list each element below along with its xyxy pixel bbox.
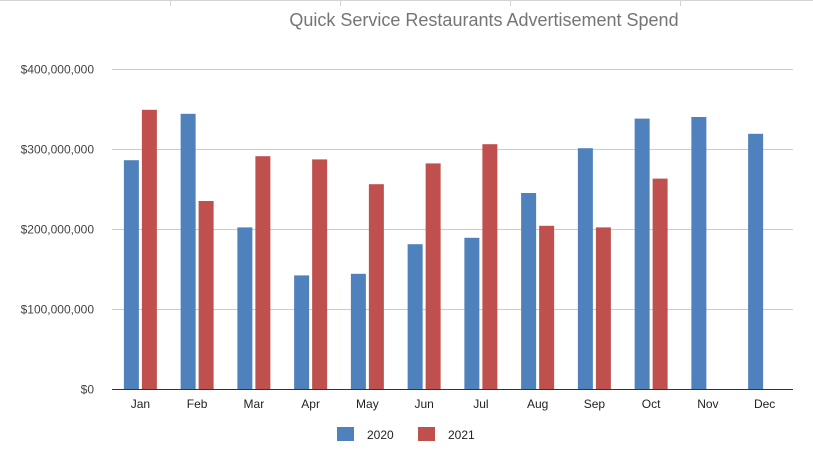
x-tick-label: Jan xyxy=(131,397,150,411)
y-tick-label: $0 xyxy=(81,383,95,397)
legend-swatch-2021 xyxy=(418,427,435,441)
bars xyxy=(123,109,764,390)
bar-2020-jul xyxy=(464,237,480,389)
bar-2021-mar xyxy=(255,156,271,389)
bar-2021-oct xyxy=(652,178,668,389)
x-tick-label: Oct xyxy=(642,397,661,411)
bar-2021-may xyxy=(368,184,384,389)
bar-2020-aug xyxy=(521,193,537,389)
bar-2021-feb xyxy=(198,201,214,389)
x-tick-label: Nov xyxy=(697,397,718,411)
bar-2020-jun xyxy=(407,244,423,389)
bar-2021-jan xyxy=(141,109,157,390)
gridlines xyxy=(112,69,793,390)
bar-2021-aug xyxy=(539,225,555,389)
legend-label-2021: 2021 xyxy=(448,428,475,442)
x-tick-label: May xyxy=(356,397,379,411)
x-tick-label: Sep xyxy=(584,397,606,411)
legend-swatch-2020 xyxy=(337,427,354,441)
bar-2021-jun xyxy=(425,163,441,389)
y-axis-ticks: $0 $100,000,000 $200,000,000 $300,000,000 $4… xyxy=(21,63,95,397)
bar-2020-feb xyxy=(180,113,196,390)
x-tick-label: Jul xyxy=(473,397,488,411)
x-tick-label: Feb xyxy=(187,397,208,411)
x-tick-label: Dec xyxy=(754,397,775,411)
sheet-gridlines xyxy=(0,0,813,6)
bar-2021-apr xyxy=(312,159,328,389)
legend: 2020 2021 xyxy=(337,427,475,442)
y-tick-label: $200,000,000 xyxy=(21,223,95,237)
y-tick-label: $300,000,000 xyxy=(21,143,95,157)
bar-2020-oct xyxy=(634,118,650,389)
chart-title: Quick Service Restaurants Advertisement … xyxy=(289,10,678,30)
bar-2020-dec xyxy=(748,133,764,389)
x-tick-label: Jun xyxy=(414,397,433,411)
bar-2020-may xyxy=(350,273,366,389)
bar-2020-sep xyxy=(577,148,593,389)
bar-2020-mar xyxy=(237,227,253,389)
bar-2020-jan xyxy=(123,160,139,389)
y-tick-label: $400,000,000 xyxy=(21,63,95,77)
x-tick-label: Aug xyxy=(527,397,548,411)
bar-2021-jul xyxy=(482,144,498,389)
bar-2021-sep xyxy=(595,227,611,389)
x-tick-label: Apr xyxy=(301,397,320,411)
bar-2020-apr xyxy=(294,275,310,389)
x-tick-label: Mar xyxy=(244,397,265,411)
bar-2020-nov xyxy=(691,117,707,389)
x-axis-ticks: Jan Feb Mar Apr May Jun Jul Aug Sep Oct Nov Dec xyxy=(131,397,776,411)
legend-label-2020: 2020 xyxy=(367,428,394,442)
y-tick-label: $100,000,000 xyxy=(21,303,95,317)
